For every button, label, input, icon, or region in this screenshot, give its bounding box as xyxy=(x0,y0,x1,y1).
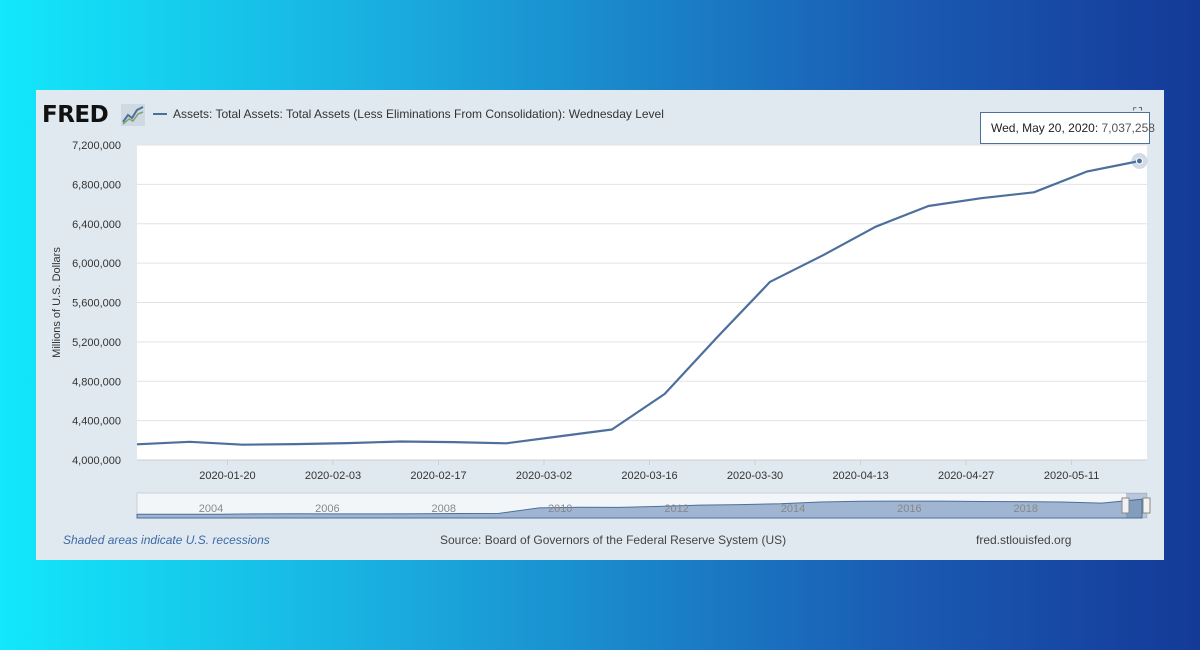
x-tick-label: 2020-01-20 xyxy=(199,470,255,482)
tooltip-date: Wed, May 20, 2020: xyxy=(991,121,1099,135)
y-tick-label: 6,400,000 xyxy=(72,219,121,231)
navigator-tick-label: 2004 xyxy=(199,503,223,515)
navigator-series xyxy=(136,498,1143,519)
y-tick-label: 6,000,000 xyxy=(72,258,121,270)
source-note: Source: Board of Governors of the Federa… xyxy=(440,533,787,547)
y-tick-label: 4,000,000 xyxy=(72,455,121,467)
y-tick-label: 4,800,000 xyxy=(72,376,121,388)
navigator-tick-label: 2008 xyxy=(432,503,456,515)
x-tick-label: 2020-02-17 xyxy=(410,470,466,482)
legend-swatch xyxy=(153,113,167,115)
recession-note: Shaded areas indicate U.S. recessions xyxy=(63,533,270,547)
x-tick-label: 2020-04-13 xyxy=(832,470,888,482)
fred-logo-graph-icon xyxy=(121,104,145,126)
legend-series-name: Assets: Total Assets: Total Assets (Less… xyxy=(173,107,664,121)
navigator-selection xyxy=(1126,493,1147,518)
y-tick-label: 5,200,000 xyxy=(72,337,121,349)
x-tick-label: 2020-04-27 xyxy=(938,470,994,482)
series-line xyxy=(136,159,1140,446)
y-tick-label: 4,400,000 xyxy=(72,416,121,428)
x-tick-label: 2020-03-30 xyxy=(727,470,783,482)
navigator-tick-label: 2010 xyxy=(548,503,572,515)
navigator-handle-right[interactable] xyxy=(1142,497,1151,514)
navigator-tick-label: 2016 xyxy=(897,503,921,515)
x-tick-label: 2020-02-03 xyxy=(305,470,361,482)
navigator-tick-label: 2014 xyxy=(781,503,805,515)
fred-logo[interactable]: FRED xyxy=(42,102,109,128)
navigator-tick-label: 2018 xyxy=(1014,503,1038,515)
chart-legend[interactable]: Assets: Total Assets: Total Assets (Less… xyxy=(153,107,664,121)
y-tick-label: 5,600,000 xyxy=(72,298,121,310)
hover-point xyxy=(1135,157,1143,165)
navigator-handle-left[interactable] xyxy=(1121,497,1130,514)
y-tick-label: 7,200,000 xyxy=(72,140,121,152)
site-link[interactable]: fred.stlouisfed.org xyxy=(976,533,1072,547)
tooltip-value: 7,037,258 xyxy=(1101,121,1155,135)
data-tooltip: Wed, May 20, 2020: 7,037,258 xyxy=(980,112,1155,144)
y-tick-label: 6,800,000 xyxy=(72,179,121,191)
x-tick-label: 2020-03-16 xyxy=(621,470,677,482)
x-tick-label: 2020-03-02 xyxy=(516,470,572,482)
navigator-tick-label: 2006 xyxy=(315,503,339,515)
navigator-tick-label: 2012 xyxy=(664,503,688,515)
y-axis-label: Millions of U.S. Dollars xyxy=(51,247,63,358)
x-tick-label: 2020-05-11 xyxy=(1044,470,1099,482)
